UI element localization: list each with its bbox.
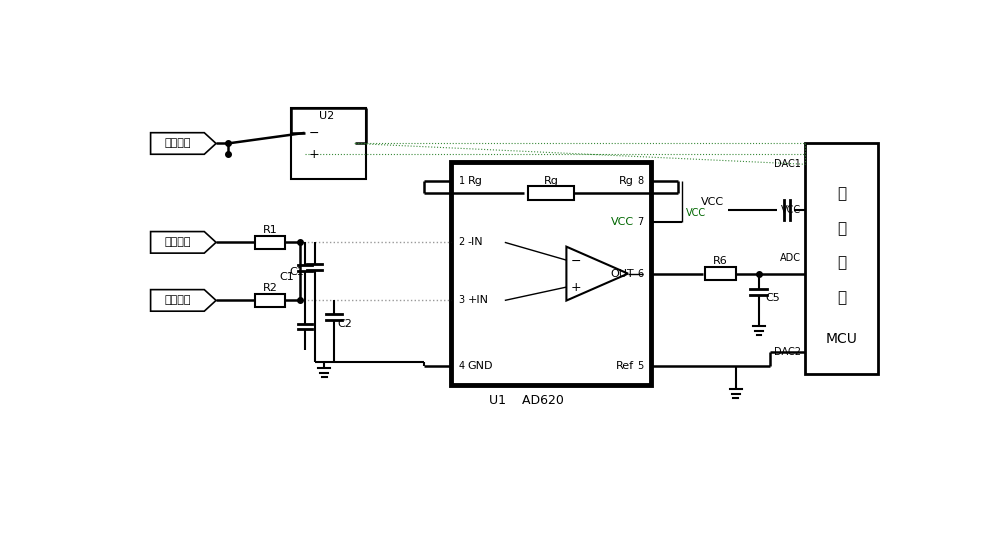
Polygon shape xyxy=(151,290,216,311)
Text: Rg: Rg xyxy=(619,176,634,186)
Text: Rg: Rg xyxy=(544,176,558,186)
Text: 4: 4 xyxy=(459,361,465,371)
Text: ADC: ADC xyxy=(780,253,801,263)
Text: 器: 器 xyxy=(837,290,846,305)
Polygon shape xyxy=(151,232,216,253)
Text: C2: C2 xyxy=(337,319,352,329)
Text: VCC: VCC xyxy=(781,204,801,215)
Text: Rg: Rg xyxy=(468,176,483,186)
Text: $+$: $+$ xyxy=(570,280,581,294)
Text: 8: 8 xyxy=(637,176,643,186)
Text: VCC: VCC xyxy=(611,217,634,227)
Polygon shape xyxy=(566,247,628,301)
Text: C5: C5 xyxy=(765,293,780,303)
Text: 3: 3 xyxy=(459,295,465,305)
Text: 右手电极: 右手电极 xyxy=(165,237,191,247)
Text: GND: GND xyxy=(468,361,493,371)
Text: VCC: VCC xyxy=(701,197,724,207)
Text: $+$: $+$ xyxy=(308,147,319,161)
Text: VCC: VCC xyxy=(686,208,706,218)
Text: DAC2: DAC2 xyxy=(774,347,801,357)
Text: 制: 制 xyxy=(837,255,846,270)
Text: C1: C1 xyxy=(290,266,305,276)
Text: 1: 1 xyxy=(459,176,465,186)
Text: DAC1: DAC1 xyxy=(774,159,801,170)
Text: -IN: -IN xyxy=(468,237,483,247)
Bar xyxy=(255,294,285,306)
Text: OUT: OUT xyxy=(611,269,634,279)
Text: $-$: $-$ xyxy=(308,126,319,140)
Text: C1: C1 xyxy=(279,272,294,282)
Text: 主: 主 xyxy=(837,186,846,201)
Bar xyxy=(291,109,366,178)
Text: R1: R1 xyxy=(263,225,277,235)
Text: 控: 控 xyxy=(837,220,846,235)
Text: R2: R2 xyxy=(263,283,277,293)
Text: 右腿电极: 右腿电极 xyxy=(165,138,191,148)
Text: 6: 6 xyxy=(637,269,643,279)
Text: 左手电极: 左手电极 xyxy=(165,295,191,305)
Text: Ref: Ref xyxy=(616,361,634,371)
Polygon shape xyxy=(305,122,355,165)
Bar xyxy=(451,162,651,385)
Text: 5: 5 xyxy=(637,361,643,371)
Bar xyxy=(805,143,878,374)
Text: U1    AD620: U1 AD620 xyxy=(489,394,564,407)
Text: U2: U2 xyxy=(319,111,335,121)
Polygon shape xyxy=(151,133,216,154)
Bar xyxy=(705,267,736,280)
Text: MCU: MCU xyxy=(826,332,858,346)
Text: 7: 7 xyxy=(637,217,643,227)
Bar xyxy=(528,186,574,199)
Text: $-$: $-$ xyxy=(570,254,581,266)
Bar xyxy=(255,236,285,249)
Text: 2: 2 xyxy=(459,237,465,247)
Text: R6: R6 xyxy=(713,257,728,266)
Text: +IN: +IN xyxy=(468,295,489,305)
